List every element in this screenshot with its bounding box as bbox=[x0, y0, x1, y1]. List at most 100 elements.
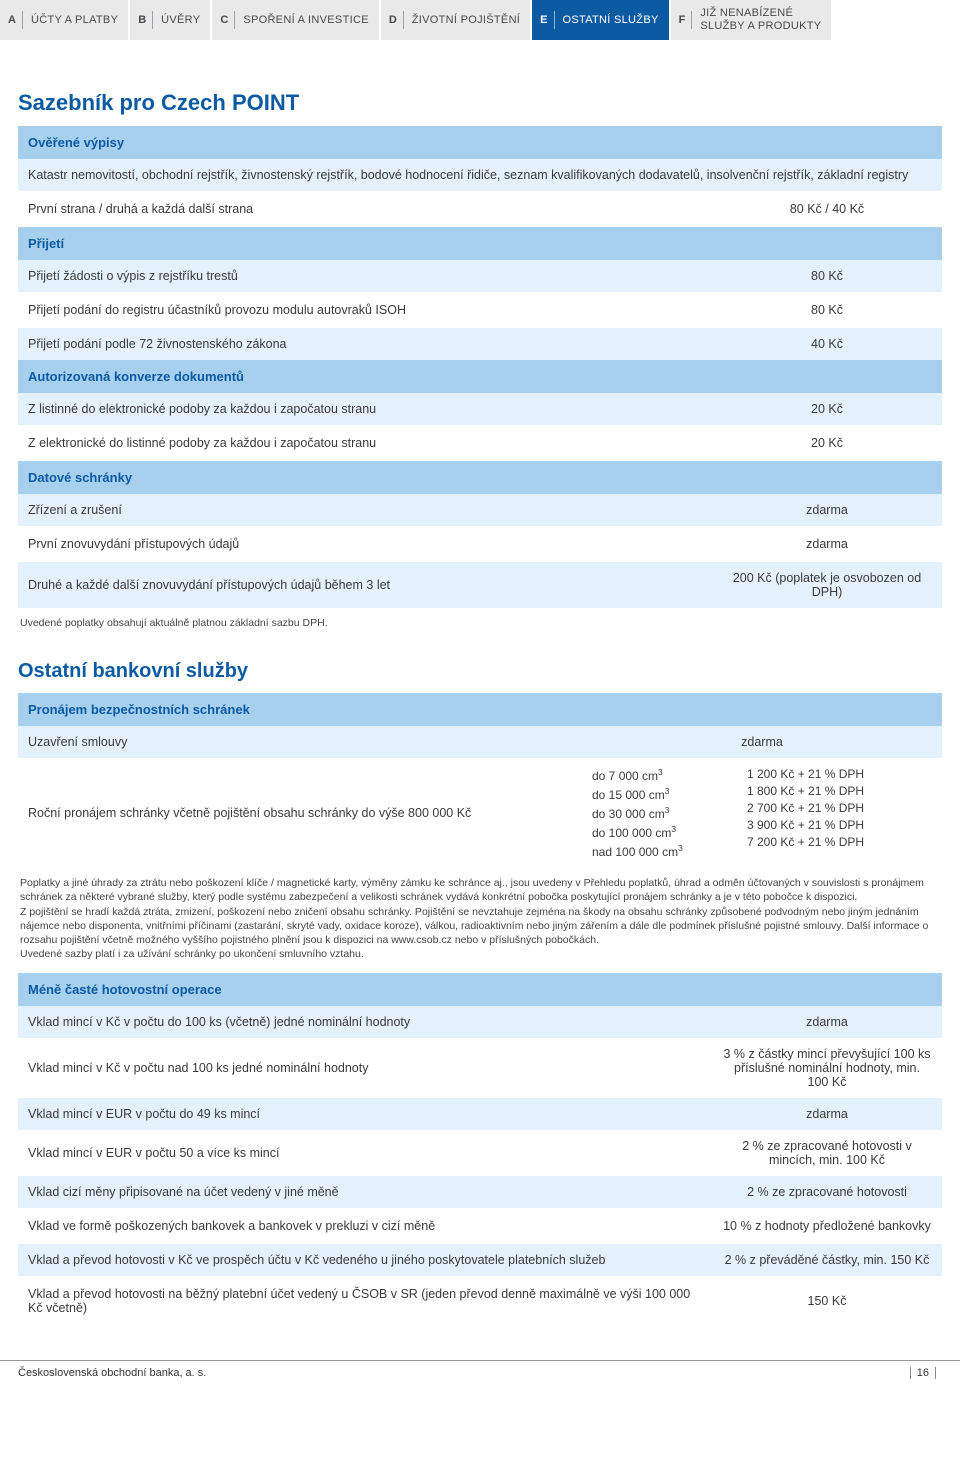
tab-label: ŽIVOTNÍ POJIŠTĚNÍ bbox=[412, 14, 520, 27]
tab-a[interactable]: A ÚČTY A PLATBY bbox=[0, 0, 130, 40]
section-title: Sazebník pro Czech POINT bbox=[18, 90, 942, 116]
cell-value: 2 % ze zpracované hotovosti v mincích, m… bbox=[712, 1130, 942, 1176]
cell-label: Vklad mincí v Kč v počtu do 100 ks (včet… bbox=[18, 1006, 712, 1038]
tier-sizes: do 7 000 cm3 do 15 000 cm3 do 30 000 cm3… bbox=[592, 767, 747, 859]
czechpoint-table: Ověřené výpisy Katastr nemovitostí, obch… bbox=[18, 126, 942, 608]
table-row: Zřízení a zrušení zdarma bbox=[18, 494, 942, 526]
cash-ops-table: Méně časté hotovostní operace Vklad minc… bbox=[18, 973, 942, 1326]
table-row: První znovuvydání přístupových údajů zda… bbox=[18, 526, 942, 562]
safebox-table: Pronájem bezpečnostních schránek Uzavřen… bbox=[18, 693, 942, 868]
top-nav: A ÚČTY A PLATBY B ÚVĚRY C SPOŘENÍ A INVE… bbox=[0, 0, 960, 40]
cell-value: zdarma bbox=[582, 726, 942, 758]
cell-value: zdarma bbox=[712, 526, 942, 562]
cell-label: Z listinné do elektronické podoby za kaž… bbox=[18, 393, 712, 425]
tab-label: SPOŘENÍ A INVESTICE bbox=[243, 14, 369, 27]
table-row: První strana / druhá a každá další stran… bbox=[18, 191, 942, 227]
table-row: Druhé a každé další znovuvydání přístupo… bbox=[18, 562, 942, 608]
cell-label: Vklad cizí měny připisované na účet vede… bbox=[18, 1176, 712, 1208]
tab-separator bbox=[554, 11, 555, 29]
cell-value: 80 Kč bbox=[712, 292, 942, 328]
tier-price: 3 900 Kč + 21 % DPH bbox=[747, 818, 927, 832]
tab-label: ÚVĚRY bbox=[161, 14, 200, 27]
table-row: Vklad mincí v Kč v počtu nad 100 ks jedn… bbox=[18, 1038, 942, 1098]
tab-e[interactable]: E OSTATNÍ SLUŽBY bbox=[532, 0, 670, 40]
cell-value: 2 % z převáděné částky, min. 150 Kč bbox=[712, 1244, 942, 1276]
table-row: Uzavření smlouvy zdarma bbox=[18, 726, 942, 758]
tab-f[interactable]: F JIŽ NENABÍZENÉ SLUŽBY A PRODUKTY bbox=[671, 0, 834, 40]
cell-value: 20 Kč bbox=[712, 425, 942, 461]
cell-label: Vklad mincí v EUR v počtu 50 a více ks m… bbox=[18, 1130, 712, 1176]
table-subheader: Ověřené výpisy bbox=[18, 126, 942, 159]
cell-value: 80 Kč bbox=[712, 260, 942, 292]
tab-letter: E bbox=[540, 14, 547, 26]
table-row: Přijetí podání do registru účastníků pro… bbox=[18, 292, 942, 328]
table-row: Roční pronájem schránky včetně pojištění… bbox=[18, 758, 942, 868]
tier-price: 2 700 Kč + 21 % DPH bbox=[747, 801, 927, 815]
cell-label: Roční pronájem schránky včetně pojištění… bbox=[18, 758, 582, 868]
cell-label: Méně časté hotovostní operace bbox=[18, 973, 942, 1006]
cell-label: První strana / druhá a každá další stran… bbox=[18, 191, 712, 227]
cell-label: Katastr nemovitostí, obchodní rejstřík, … bbox=[18, 159, 942, 191]
table-row: Katastr nemovitostí, obchodní rejstřík, … bbox=[18, 159, 942, 191]
cell-label: Vklad mincí v Kč v počtu nad 100 ks jedn… bbox=[18, 1038, 712, 1098]
tab-separator bbox=[152, 11, 153, 29]
cell-value: 80 Kč / 40 Kč bbox=[712, 191, 942, 227]
table-row: Vklad cizí měny připisované na účet vede… bbox=[18, 1176, 942, 1208]
table-row: Vklad mincí v EUR v počtu do 49 ks mincí… bbox=[18, 1098, 942, 1130]
cell-value: 200 Kč (poplatek je osvobozen od DPH) bbox=[712, 562, 942, 608]
tier-size: do 100 000 cm3 bbox=[592, 824, 747, 840]
cell-value: 150 Kč bbox=[712, 1276, 942, 1326]
cell-value: zdarma bbox=[712, 1098, 942, 1130]
tab-label: JIŽ NENABÍZENÉ SLUŽBY A PRODUKTY bbox=[700, 7, 821, 32]
tier-price: 1 800 Kč + 21 % DPH bbox=[747, 784, 927, 798]
table-row: Vklad a převod hotovosti na běžný plateb… bbox=[18, 1276, 942, 1326]
cell-value: 3 % z částky mincí převyšující 100 ks př… bbox=[712, 1038, 942, 1098]
tier-size: do 30 000 cm3 bbox=[592, 805, 747, 821]
section-footnote: Uvedené poplatky obsahují aktuálně platn… bbox=[18, 608, 942, 630]
tier-size: do 7 000 cm3 bbox=[592, 767, 747, 783]
table-row: Přijetí žádosti o výpis z rejstříku tres… bbox=[18, 260, 942, 292]
table-row: Z listinné do elektronické podoby za kaž… bbox=[18, 393, 942, 425]
cell-label: Vklad a převod hotovosti v Kč ve prospěc… bbox=[18, 1244, 712, 1276]
tab-letter: C bbox=[220, 14, 228, 26]
tab-separator bbox=[403, 11, 404, 29]
table-subheader: Datové schránky bbox=[18, 461, 942, 494]
table-row: Vklad ve formě poškozených bankovek a ba… bbox=[18, 1208, 942, 1244]
tab-b[interactable]: B ÚVĚRY bbox=[130, 0, 212, 40]
tab-letter: D bbox=[389, 14, 397, 26]
table-subheader: Méně časté hotovostní operace bbox=[18, 973, 942, 1006]
cell-value: 40 Kč bbox=[712, 328, 942, 360]
cell-label: Autorizovaná konverze dokumentů bbox=[18, 360, 942, 393]
tier-size: do 15 000 cm3 bbox=[592, 786, 747, 802]
cell-value: 2 % ze zpracované hotovosti bbox=[712, 1176, 942, 1208]
table-row: Vklad a převod hotovosti v Kč ve prospěc… bbox=[18, 1244, 942, 1276]
tab-label: ÚČTY A PLATBY bbox=[31, 14, 118, 27]
cell-label: Zřízení a zrušení bbox=[18, 494, 712, 526]
cell-value: zdarma bbox=[712, 1006, 942, 1038]
table-subheader: Pronájem bezpečnostních schránek bbox=[18, 693, 942, 726]
table-subheader: Autorizovaná konverze dokumentů bbox=[18, 360, 942, 393]
cell-label: Vklad ve formě poškozených bankovek a ba… bbox=[18, 1208, 712, 1244]
tab-separator bbox=[22, 11, 23, 29]
cell-label: První znovuvydání přístupových údajů bbox=[18, 526, 712, 562]
tier-price: 7 200 Kč + 21 % DPH bbox=[747, 835, 927, 849]
tab-label: OSTATNÍ SLUŽBY bbox=[563, 14, 659, 27]
tier-prices: 1 200 Kč + 21 % DPH 1 800 Kč + 21 % DPH … bbox=[747, 767, 927, 859]
tab-d[interactable]: D ŽIVOTNÍ POJIŠTĚNÍ bbox=[381, 0, 532, 40]
tab-c[interactable]: C SPOŘENÍ A INVESTICE bbox=[212, 0, 380, 40]
page-footer: Československá obchodní banka, a. s. 16 bbox=[0, 1360, 960, 1391]
table-row: Z elektronické do listinné podoby za kaž… bbox=[18, 425, 942, 461]
cell-label: Přijetí bbox=[18, 227, 942, 260]
cell-label: Pronájem bezpečnostních schránek bbox=[18, 693, 942, 726]
table-row: Vklad mincí v Kč v počtu do 100 ks (včet… bbox=[18, 1006, 942, 1038]
tier-price: 1 200 Kč + 21 % DPH bbox=[747, 767, 927, 781]
tab-letter: F bbox=[679, 14, 686, 26]
table-row: Přijetí podání podle 72 živnostenského z… bbox=[18, 328, 942, 360]
tab-separator bbox=[691, 11, 692, 29]
cell-label: Vklad a převod hotovosti na běžný plateb… bbox=[18, 1276, 712, 1326]
cell-label: Druhé a každé další znovuvydání přístupo… bbox=[18, 562, 712, 608]
table-subheader: Přijetí bbox=[18, 227, 942, 260]
footer-page: 16 bbox=[904, 1367, 942, 1379]
cell-label: Přijetí žádosti o výpis z rejstříku tres… bbox=[18, 260, 712, 292]
section-title: Ostatní bankovní služby bbox=[18, 660, 942, 683]
